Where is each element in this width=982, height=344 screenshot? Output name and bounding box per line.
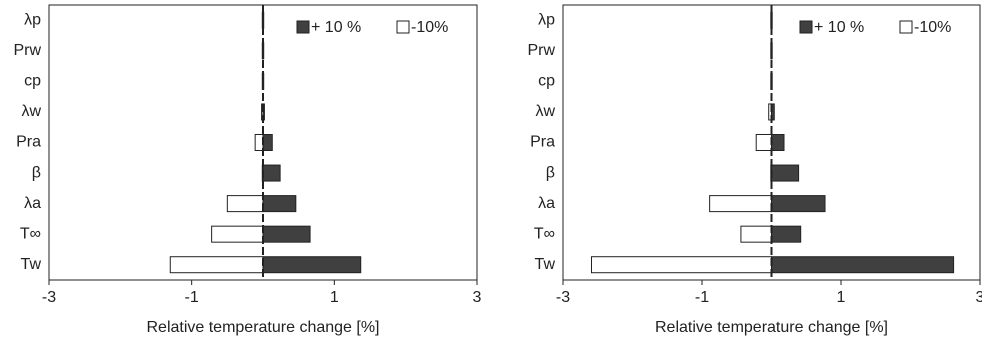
bar [254, 134, 264, 151]
legend-swatch [899, 20, 913, 34]
bar [771, 134, 785, 151]
legend-swatch [799, 20, 813, 34]
bar [226, 195, 264, 213]
y-tick-label: λp [538, 11, 555, 28]
y-tick-label: T∞ [20, 225, 41, 242]
x-tick-label: -1 [185, 289, 199, 306]
y-tick-label: λw [21, 103, 41, 120]
y-tick-label: β [546, 164, 555, 181]
bar [771, 256, 955, 274]
x-tick-label: -1 [695, 289, 709, 306]
y-tick-label: λw [535, 103, 555, 120]
bar [771, 164, 800, 182]
legend-label: -10% [411, 19, 448, 36]
bar [590, 256, 772, 274]
y-tick-label: T∞ [534, 225, 555, 242]
y-tick-label: cp [24, 73, 41, 90]
bar [169, 256, 264, 274]
bar [262, 256, 362, 274]
bar [262, 134, 273, 151]
x-tick-label: 3 [976, 289, 982, 306]
x-tick-label: -3 [556, 289, 570, 306]
legend-swatch [396, 20, 410, 34]
legend-swatch [296, 20, 310, 34]
bar [709, 195, 773, 213]
y-tick-label: β [32, 164, 41, 181]
bar [771, 225, 802, 243]
y-tick-label: Prw [527, 42, 555, 59]
bar [262, 225, 311, 243]
bar [771, 195, 826, 213]
y-tick-label: λp [24, 11, 41, 28]
legend-label: + 10 % [814, 19, 864, 36]
y-tick-label: λa [24, 195, 41, 212]
y-tick-label: Pra [16, 134, 41, 151]
x-tick-label: 1 [330, 289, 339, 306]
bar [211, 225, 264, 243]
y-tick-label: Prw [13, 42, 41, 59]
bar [262, 164, 281, 182]
x-tick-label: -3 [42, 289, 56, 306]
y-tick-label: Tw [21, 256, 42, 273]
legend-label: -10% [914, 19, 951, 36]
x-tick-label: 3 [473, 289, 482, 306]
y-tick-label: cp [538, 73, 555, 90]
y-tick-label: λa [538, 195, 555, 212]
legend-label: + 10 % [311, 19, 361, 36]
x-axis-label: Relative temperature change [%] [146, 319, 379, 336]
bar [740, 225, 772, 243]
bar [262, 195, 297, 213]
bar [755, 134, 773, 151]
x-axis-label: Relative temperature change [%] [655, 319, 888, 336]
y-tick-label: Tw [535, 256, 556, 273]
x-tick-label: 1 [837, 289, 846, 306]
y-tick-label: Pra [530, 134, 555, 151]
